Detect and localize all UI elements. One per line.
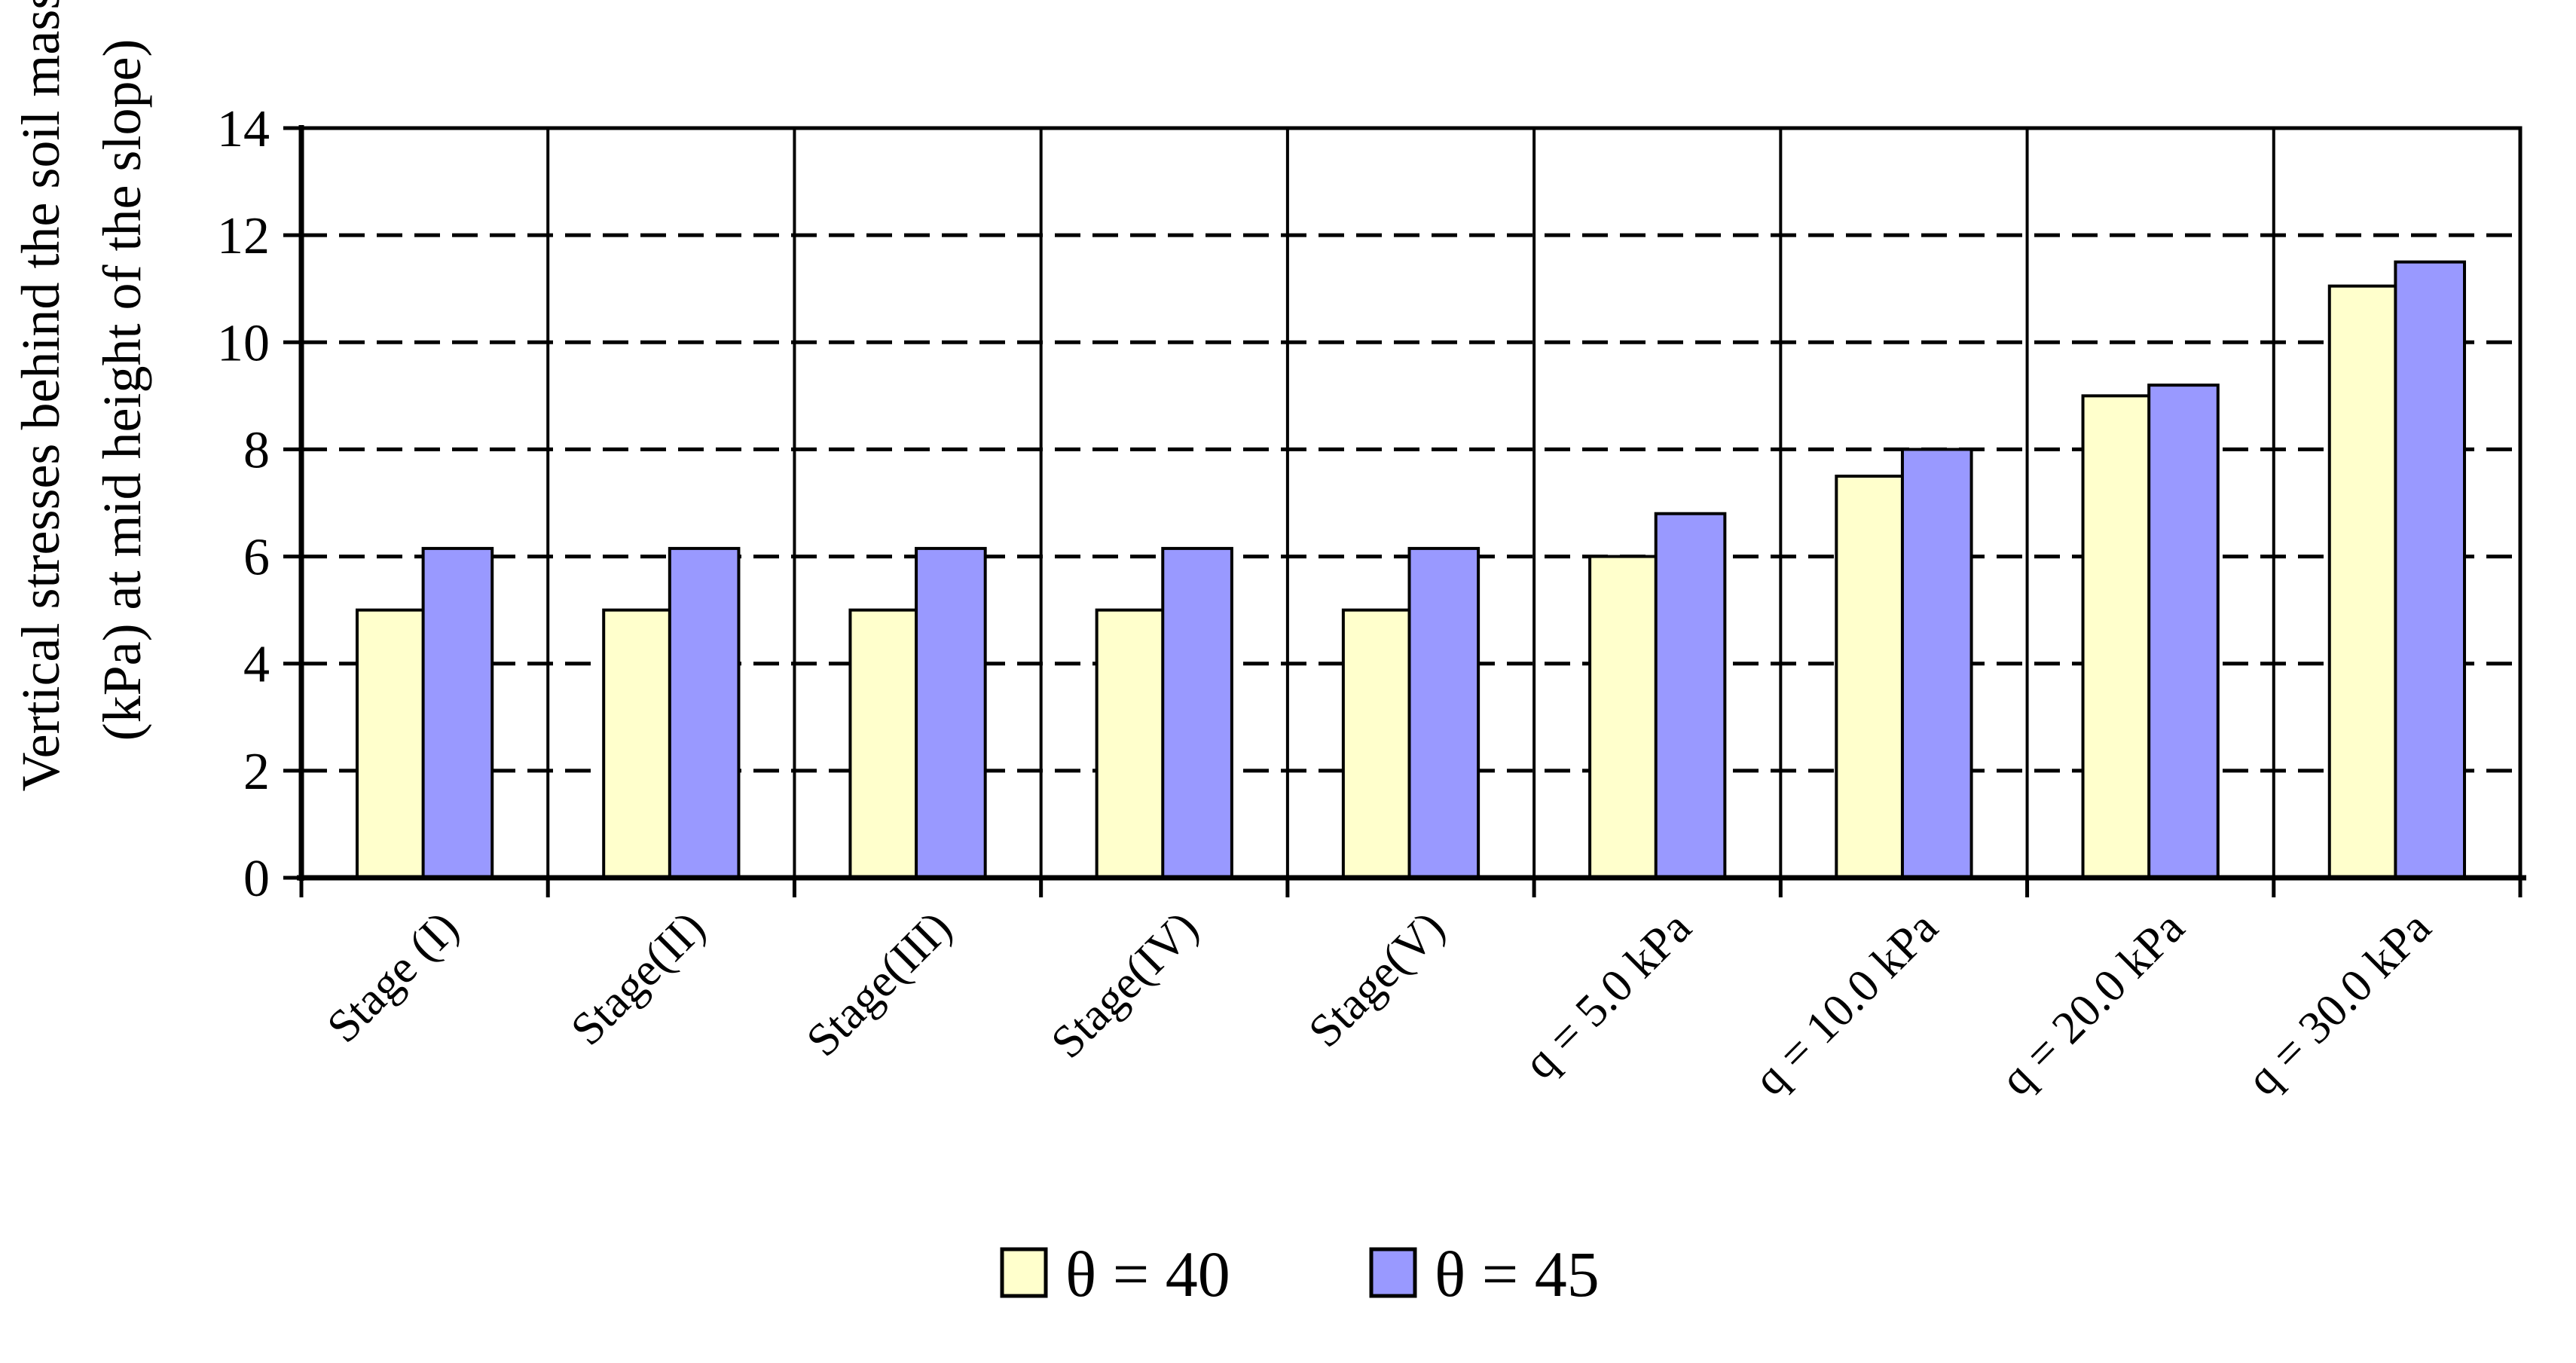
bar-theta-45 xyxy=(2394,260,2467,879)
y-axis-title-line: Vertical stresses behind the soil mass xyxy=(11,0,71,791)
bar-theta-45 xyxy=(1900,448,1973,879)
bar-theta-40 xyxy=(1341,608,1414,880)
y-tick-label: 2 xyxy=(243,743,270,801)
y-tick-label: 6 xyxy=(243,529,270,587)
bar-theta-40 xyxy=(602,608,674,880)
bar-theta-40 xyxy=(355,608,428,880)
x-tick-label: Stage (I) xyxy=(317,902,468,1053)
y-axis-title-line: (kPa) at mid height of the slope) xyxy=(92,39,152,741)
x-tick-label: q = 30.0 kPa xyxy=(2237,902,2440,1105)
bar-theta-40 xyxy=(1095,608,1168,880)
x-tick-label: Stage(II) xyxy=(561,902,715,1056)
x-tick-label: q = 10.0 kPa xyxy=(1744,902,1948,1105)
x-tick-label: Stage(IV) xyxy=(1041,902,1208,1068)
bar-theta-40 xyxy=(1588,555,1661,879)
bar-theta-40 xyxy=(2081,394,2154,879)
x-tick-label: q = 20.0 kPa xyxy=(1991,902,2194,1105)
y-tick-label: 12 xyxy=(217,207,270,265)
bar-theta-45 xyxy=(1407,546,1481,879)
y-tick-label: 0 xyxy=(243,850,270,908)
bar-theta-40 xyxy=(848,608,921,880)
bar-theta-45 xyxy=(1654,512,1727,879)
bars xyxy=(355,260,2467,880)
y-tick-label: 10 xyxy=(217,314,270,372)
plot-frame xyxy=(297,125,2526,897)
legend-swatch xyxy=(1369,1247,1417,1298)
y-axis-ticks: 0 2 4 6 8 10 12 14 xyxy=(217,100,301,908)
legend-label: θ = 40 xyxy=(1065,1238,1230,1310)
bar-theta-45 xyxy=(1161,546,1233,879)
bar-theta-40 xyxy=(1835,474,1907,879)
x-tick-label: Stage(V) xyxy=(1299,902,1454,1057)
bar-theta-45 xyxy=(2147,384,2220,879)
legend-label: θ = 45 xyxy=(1435,1238,1600,1310)
bar-theta-45 xyxy=(421,546,494,879)
y-tick-label: 8 xyxy=(243,421,270,479)
y-tick-label: 14 xyxy=(217,100,270,158)
y-tick-label: 4 xyxy=(243,636,270,694)
legend-swatch xyxy=(1000,1247,1048,1298)
x-tick-label: q = 5.0 kPa xyxy=(1514,902,1701,1089)
x-axis-labels: Stage (I) Stage(II) Stage(III) Stage(IV) Sta… xyxy=(317,902,2440,1105)
legend: θ = 40 θ = 45 xyxy=(1000,1238,1600,1310)
bar-theta-45 xyxy=(915,546,987,879)
bar-theta-45 xyxy=(668,546,741,879)
x-tick-label: Stage(III) xyxy=(797,902,961,1066)
y-axis-title: Vertical stresses behind the soil mass (k… xyxy=(11,0,152,791)
bar-theta-40 xyxy=(2327,284,2400,879)
